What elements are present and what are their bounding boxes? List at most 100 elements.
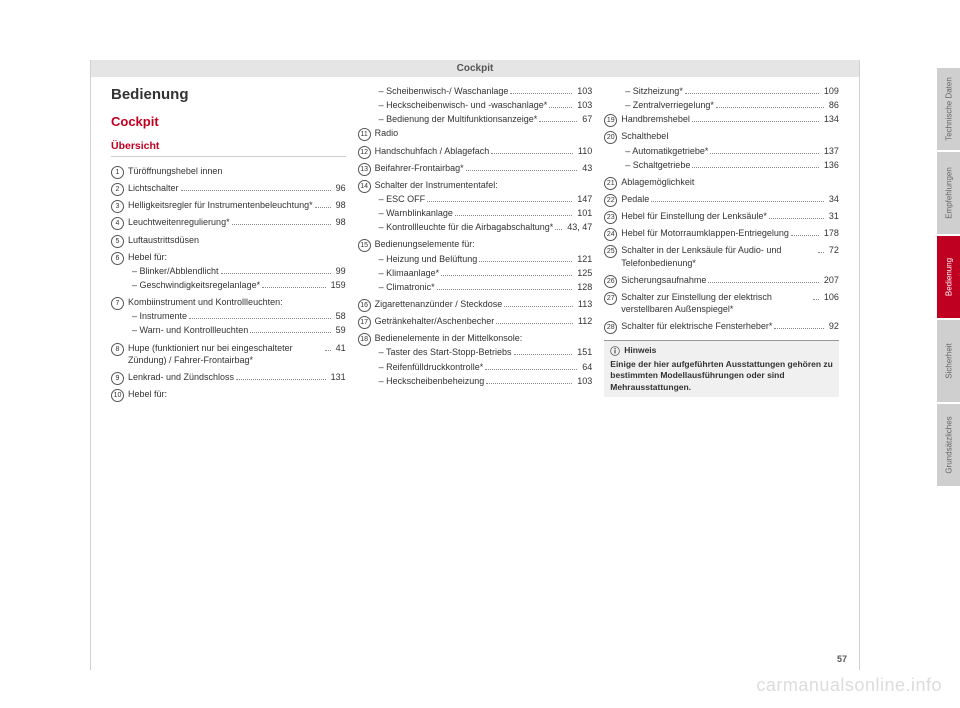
item-number-badge: 6 [111, 252, 124, 265]
item-number-badge: 11 [358, 128, 371, 141]
index-entry-line: Beifahrer-Frontairbag*43 [375, 162, 593, 174]
sub-entry: – Sitzheizung*109 [621, 85, 839, 97]
entry-page: 112 [575, 315, 592, 327]
item-body: Ablagemöglichkeit [621, 176, 839, 190]
entry-label: – ESC OFF [375, 193, 426, 205]
index-item: 11 Radio [358, 127, 593, 141]
index-item: 5Luftaustrittsdüsen [111, 234, 346, 248]
entry-page: 147 [574, 193, 592, 205]
sub-entry: – Zentralverriegelung*86 [621, 99, 839, 111]
column-2: – Scheibenwisch-/ Waschanlage103– Hecksc… [352, 85, 599, 405]
index-list-1: 1Türöffnungshebel innen2Lichtschalter963… [111, 165, 346, 402]
entry-page: 64 [579, 361, 592, 373]
index-entry-line: – Zentralverriegelung*86 [621, 99, 839, 111]
leader-dots [189, 311, 331, 319]
index-entry-line: – Heckscheibenwisch- und -wasch­anlage*1… [375, 99, 593, 111]
entry-label: Bedienelemente in der Mittelkonso­le: [375, 332, 523, 344]
leader-dots [791, 228, 819, 236]
index-entry-line: Schalter in der Lenksäule für Audio- und… [621, 244, 839, 268]
entry-page: 136 [821, 159, 839, 171]
leader-dots [491, 146, 573, 154]
entry-page: 43, 47 [564, 221, 592, 233]
item-body: Luftaustrittsdüsen [128, 234, 346, 248]
entry-label: Kombiinstrument und Kontroll­leuchten: [128, 296, 283, 308]
item-body: Hupe (funktioniert nur bei einge­schalte… [128, 342, 346, 368]
heading-level-1: Bedienung [111, 85, 346, 105]
leader-dots [236, 372, 326, 380]
item-number-badge: 3 [111, 200, 124, 213]
item-body: Beifahrer-Frontairbag*43 [375, 162, 593, 176]
entry-label: Getränkehalter/Aschenbecher [375, 315, 495, 327]
index-entry-line: Luftaustrittsdüsen [128, 234, 346, 246]
leader-dots [692, 160, 819, 168]
item-number-badge: 21 [604, 177, 617, 190]
entry-page: 178 [821, 227, 839, 239]
index-entry-line: Ablagemöglichkeit [621, 176, 839, 188]
item-number-badge: 19 [604, 114, 617, 127]
note-title-text: Hinweis [624, 345, 656, 356]
item-body: Hebel für Motorraumklappen-Ent­riegelung… [621, 227, 839, 241]
entry-label: Lenkrad- und Zündschloss [128, 371, 234, 383]
item-body: Zigarettenanzünder / Steckdose113 [375, 298, 593, 312]
leader-dots [496, 316, 573, 324]
item-body: Schalter zur Einstellung der elekt­risch… [621, 291, 839, 317]
leader-dots [651, 194, 824, 202]
entry-label: – Heckscheibenbeheizung [375, 375, 485, 387]
entry-page: 58 [333, 310, 346, 322]
side-tab[interactable]: Empfehlungen [937, 152, 960, 234]
leader-dots [221, 266, 331, 274]
index-entry-line: – Climatronic*128 [375, 281, 593, 293]
index-item: 6 Hebel für:– Blinker/Abblendlicht99– Ges… [111, 251, 346, 293]
item-body: Radio [375, 127, 593, 141]
leader-dots [818, 245, 824, 253]
index-entry-line: Handbremshebel134 [621, 113, 839, 125]
item-body: Schalter der Instrumententafel:– ESC OFF… [375, 179, 593, 236]
side-tab[interactable]: Technische Daten [937, 68, 960, 150]
entry-page: 128 [574, 281, 592, 293]
index-item: 14Schalter der Instrumententafel:– ESC O… [358, 179, 593, 236]
index-item: 16Zigarettenanzünder / Steckdose113 [358, 298, 593, 312]
entry-page: 101 [574, 207, 592, 219]
item-number-badge: 13 [358, 163, 371, 176]
index-entry-line: – Klimaanlage*125 [375, 267, 593, 279]
entry-page: 41 [333, 342, 346, 354]
item-number-badge: 18 [358, 333, 371, 346]
item-number-badge: 27 [604, 292, 617, 305]
side-tab[interactable]: Bedienung [937, 236, 960, 318]
index-entry-line: – Instrumente58 [128, 310, 346, 322]
item-body: Leuchtweitenregulierung*98 [128, 216, 346, 230]
index-entry-line: Schalthebel [621, 130, 839, 142]
index-entry-line: – Blinker/Abblendlicht99 [128, 265, 346, 277]
entry-label: Radio [375, 127, 399, 139]
entry-label: Handbremshebel [621, 113, 690, 125]
side-tab[interactable]: Grundsätzliches [937, 404, 960, 486]
leader-dots [466, 163, 578, 171]
leader-dots [708, 275, 819, 283]
index-item: 7 Kombiinstrument und Kontroll­leuchten: –… [111, 296, 346, 338]
index-entry-line: Hebel für: [128, 388, 346, 400]
entry-page: 207 [821, 274, 839, 286]
item-number-badge: 7 [111, 297, 124, 310]
index-entry-line: – Geschwindigkeitsregelanlage*159 [128, 279, 346, 291]
sub-entry: – Heckscheibenwisch- und -wasch­anlage*1… [375, 99, 593, 111]
side-tab-label: Sicherheit [944, 343, 953, 379]
entry-label: – Scheibenwisch-/ Waschanlage [375, 85, 509, 97]
index-item: 26Sicherungsaufnahme207 [604, 274, 839, 288]
note-title: Hinweis [610, 345, 833, 356]
index-entry-line: – ESC OFF 147 [375, 193, 593, 205]
item-body: Türöffnungshebel innen [128, 165, 346, 179]
side-tab[interactable]: Sicherheit [937, 320, 960, 402]
item-body: Schalter in der Lenksäule für Audio- und… [621, 244, 839, 270]
entry-label: Leuchtweitenregulierung* [128, 216, 230, 228]
index-item: 18 Bedienelemente in der Mittelkonso­le: –… [358, 332, 593, 389]
item-body: Handschuhfach / Ablagefach110 [375, 145, 593, 159]
index-item: 27 Schalter zur Einstellung der elekt­ris… [604, 291, 839, 317]
leader-dots [437, 282, 573, 290]
entry-label: Hebel für Motorraumklappen-Ent­riegelung [621, 227, 789, 239]
entry-label: – Heckscheibenwisch- und -wasch­anlage* [375, 99, 548, 111]
leader-dots [479, 254, 572, 262]
side-tab-label: Technische Daten [944, 77, 953, 141]
entry-label: Pedale [621, 193, 649, 205]
item-body: Hebel für:– Blinker/Abblendlicht99– Gesc… [128, 251, 346, 293]
item-number-badge: 28 [604, 321, 617, 334]
